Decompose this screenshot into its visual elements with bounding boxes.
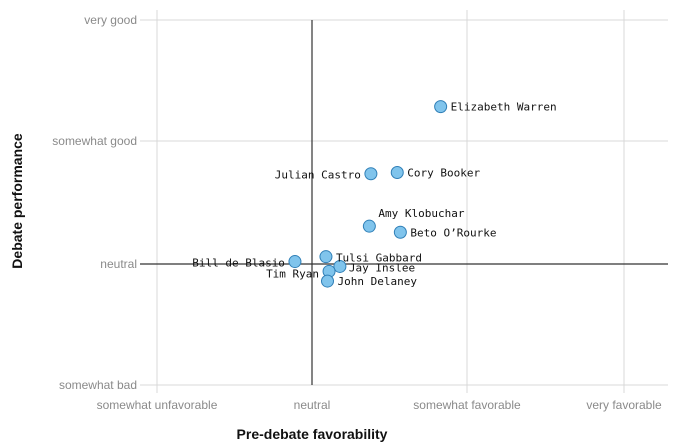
y-axis-title: Debate performance	[9, 133, 25, 269]
x-axis-title: Pre-debate favorability	[237, 426, 388, 442]
axis-layer	[140, 20, 668, 385]
point-elizabeth-warren	[434, 100, 448, 114]
label-john-delaney: John Delaney	[338, 275, 418, 288]
point-tulsi-gabbard	[319, 250, 333, 264]
point-bill-de-blasio	[288, 255, 302, 269]
label-julian-castro: Julian Castro	[275, 169, 361, 182]
x-tick-label: very favorable	[586, 398, 662, 412]
label-beto-orourke: Beto O’Rourke	[410, 226, 496, 239]
grid-layer	[140, 10, 668, 393]
data-points	[288, 100, 448, 288]
x-tick-label: somewhat unfavorable	[97, 398, 218, 412]
tick-labels: somewhat unfavorable neutral somewhat favo…	[52, 13, 662, 412]
label-tulsi-gabbard: Tulsi Gabbard	[336, 252, 422, 265]
y-tick-label: somewhat good	[52, 134, 137, 148]
y-tick-label: neutral	[100, 257, 137, 271]
point-labels: Elizabeth Warren Cory Booker Julian Castro…	[192, 101, 556, 288]
label-amy-klobuchar: Amy Klobuchar	[378, 207, 464, 220]
label-jay-inslee: Jay Inslee	[349, 261, 415, 274]
label-cory-booker: Cory Booker	[407, 167, 480, 180]
point-jay-inslee	[333, 259, 347, 273]
x-tick-label: neutral	[294, 398, 331, 412]
x-tick-label: somewhat favorable	[413, 398, 521, 412]
y-tick-label: somewhat bad	[59, 378, 137, 392]
point-julian-castro	[364, 167, 378, 181]
label-elizabeth-warren: Elizabeth Warren	[451, 101, 557, 114]
point-cory-booker	[390, 166, 404, 179]
label-bill-de-blasio: Bill de Blasio	[192, 257, 285, 270]
point-john-delaney	[321, 274, 334, 288]
point-beto-orourke	[393, 225, 407, 239]
point-amy-klobuchar	[362, 219, 376, 233]
y-tick-label: very good	[84, 13, 137, 27]
label-tim-ryan: Tim Ryan	[266, 267, 319, 280]
